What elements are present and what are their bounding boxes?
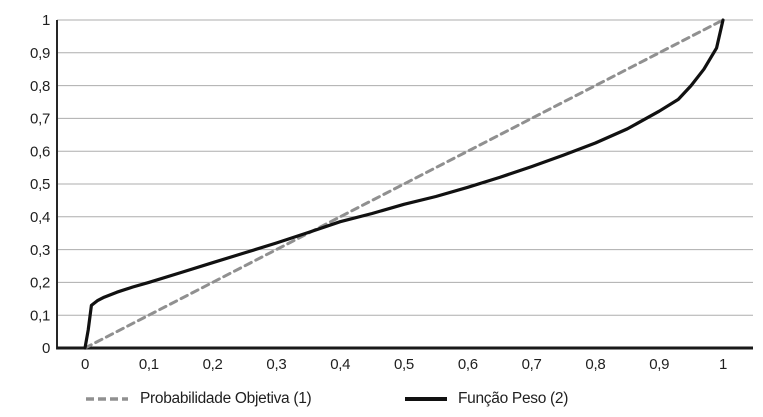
x-tick-label: 0,2	[203, 356, 223, 373]
solid-line-icon	[405, 397, 447, 401]
x-tick-label: 0,7	[522, 356, 542, 373]
x-tick-label: 0,8	[585, 356, 605, 373]
legend: Probabilidade Objetiva (1) Função Peso (…	[0, 384, 763, 414]
dashed-line-icon	[86, 397, 128, 401]
y-tick-label: 0,4	[30, 209, 50, 226]
y-tick-label: 0,5	[30, 176, 50, 193]
y-tick-label: 0,7	[30, 111, 50, 128]
y-tick-label: 1	[42, 12, 50, 29]
y-tick-label: 0,8	[30, 78, 50, 95]
weighting-function-curve	[83, 18, 725, 350]
legend-label-funcao-peso: Função Peso (2)	[458, 390, 569, 407]
y-tick-label: 0,3	[30, 242, 50, 259]
x-tick-label: 0,1	[139, 356, 159, 373]
x-tick-label: 0	[81, 356, 89, 373]
y-tick-label: 0,6	[30, 143, 50, 160]
y-tick-label: 0,2	[30, 275, 50, 292]
x-tick-label: 0,9	[649, 356, 669, 373]
x-tick-label: 0,3	[266, 356, 286, 373]
legend-item-funcao-peso: Função Peso (2)	[405, 384, 568, 414]
y-tick-label: 0	[42, 340, 50, 357]
x-tick-label: 0,4	[330, 356, 350, 373]
objective-probability-line	[83, 18, 725, 350]
legend-label-probabilidade-objetiva: Probabilidade Objetiva (1)	[140, 390, 312, 407]
x-tick-label: 1	[719, 356, 727, 373]
x-tick-label: 0,6	[458, 356, 478, 373]
y-tick-label: 0,9	[30, 45, 50, 62]
legend-item-probabilidade-objetiva: Probabilidade Objetiva (1)	[85, 384, 312, 414]
y-tick-label: 0,1	[30, 307, 50, 324]
x-tick-label: 0,5	[394, 356, 414, 373]
